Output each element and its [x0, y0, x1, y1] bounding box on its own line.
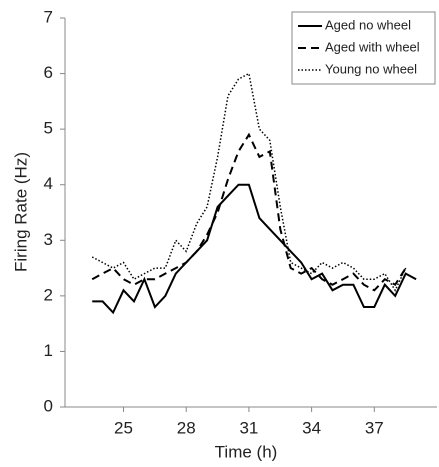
y-tick-label: 7 [44, 7, 53, 26]
y-tick-label: 5 [44, 119, 53, 138]
y-tick-label: 4 [44, 174, 53, 193]
y-tick-label: 0 [44, 396, 53, 415]
x-tick-label: 37 [365, 418, 384, 437]
legend-label: Aged no wheel [325, 17, 411, 32]
y-tick-label: 1 [44, 341, 53, 360]
legend: Aged no wheel Aged with wheel Young no whe… [291, 11, 436, 85]
x-tick-label: 25 [114, 418, 133, 437]
series-line [91, 72, 407, 292]
y-tick-label: 2 [44, 285, 53, 304]
x-tick-label: 34 [302, 418, 321, 437]
x-tick-label: 31 [239, 418, 258, 437]
y-axis-label: Firing Rate (Hz) [11, 152, 30, 272]
series-line [92, 183, 417, 315]
legend-label: Young no wheel [325, 61, 417, 76]
series-line [91, 132, 407, 292]
x-axis-label: Time (h) [215, 442, 278, 461]
y-tick-label: 6 [44, 63, 53, 82]
x-tick-label: 28 [177, 418, 196, 437]
legend-label: Aged with wheel [325, 39, 420, 54]
y-tick-label: 3 [44, 230, 53, 249]
